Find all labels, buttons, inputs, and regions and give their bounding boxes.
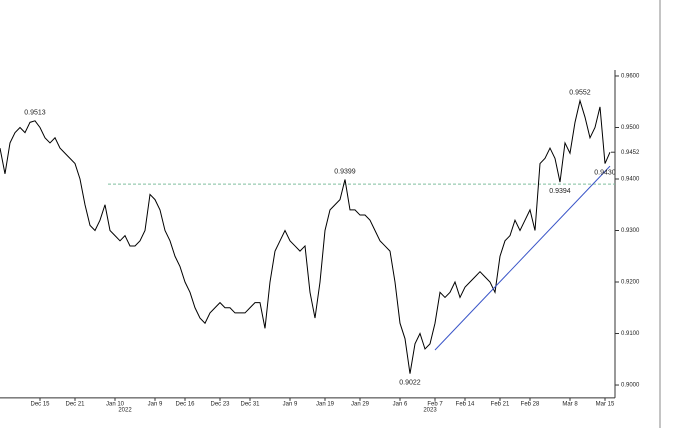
y-tick-label: 0.9500 [621,125,640,131]
x-tick-label: Jan 9 [148,401,163,407]
y-tick-label: 0.9000 [621,383,640,389]
x-tick-label: Jan 6 [393,401,408,407]
y-tick-label: 0.9200 [621,280,640,286]
x-tick-label: Feb 14 [456,401,475,407]
x-tick-label: Dec 31 [240,401,260,407]
x-tick-label: Jan 9 [283,401,298,407]
x-tick-label: Dec 15 [30,401,50,407]
price-annotation: 0.9552 [569,90,591,97]
x-tick-label: Mar 8 [562,401,578,407]
x-tick-label: Jan 10 [106,401,125,407]
price-annotation: 0.9513 [24,110,46,117]
x-tick-label: Dec 23 [210,401,230,407]
y-tick-label: 0.9300 [621,228,640,234]
x-tick-label: Feb 7 [427,401,443,407]
x-tick-label: Jan 19 [316,401,335,407]
y-tick-label: 0.9100 [621,331,640,337]
x-tick-label: Feb 21 [491,401,510,407]
price-annotation: 0.9430 [594,169,616,176]
x-tick-label: Feb 28 [521,401,540,407]
x-tick-label: Mar 15 [596,401,615,407]
year-label: 2022 [118,407,132,413]
price-annotation: 0.9022 [399,380,421,387]
x-tick-label: Dec 21 [65,401,85,407]
x-tick-label: Jan 29 [351,401,370,407]
year-label: 2023 [423,407,437,413]
price-annotation: 0.9394 [549,188,571,195]
x-tick-label: Dec 16 [175,401,195,407]
price-annotation: 0.9399 [334,168,356,175]
price-line [0,98,611,374]
trendline [434,165,611,351]
last-price-label: 0.9452 [621,150,640,156]
y-tick-label: 0.9600 [621,74,640,80]
y-tick-label: 0.9400 [621,177,640,183]
